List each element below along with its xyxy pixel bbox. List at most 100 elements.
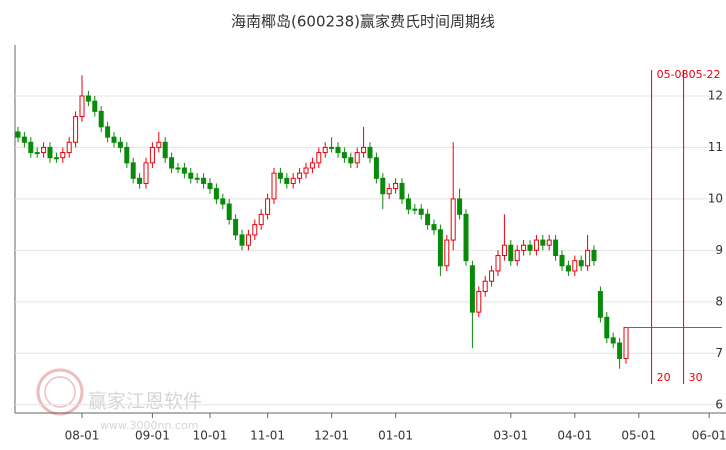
y-tick-label: 7 [715,346,723,360]
candle-body [66,141,72,154]
x-tick-label: 01-01 [378,429,413,443]
candle-body [386,188,392,195]
cycle-date-label: 05-22 [689,68,721,81]
candle-body [188,172,194,179]
y-tick-label: 6 [715,397,723,411]
cycle-count-label: 20 [657,371,671,384]
candle-body [213,188,219,200]
candle-body [514,249,520,262]
candle-body [463,213,469,262]
candle-body [540,239,546,246]
watermark: 赢家江恩软件 www.3000nn.com [36,368,202,432]
candle-body [578,260,584,267]
candle-body [117,141,123,148]
y-tick-label: 11 [708,140,723,154]
candle-body [527,244,533,251]
candle-body [623,327,629,359]
candle-body [405,198,411,210]
candle-body [79,95,85,118]
candle-body [585,249,591,267]
candle-body [316,152,322,164]
candle-body [489,270,495,282]
candle-body [565,265,571,272]
x-tick-label: 06-01 [692,429,726,443]
chart-title: 海南椰岛(600238)赢家费氏时间周期线 [231,13,495,31]
candle-body [245,234,251,246]
x-tick-label: 04-01 [557,429,592,443]
candle-body [265,198,271,215]
candle-body [380,177,386,195]
candle-body [354,152,360,164]
watermark-logo-inner [44,376,76,408]
candle-body [495,255,501,272]
candle-body [226,203,232,220]
candle-body [367,146,373,159]
candle-body [233,218,239,236]
candle-body [60,152,66,159]
candle-body [501,244,507,257]
y-tick-label: 9 [715,243,723,257]
x-tick-label: 10-01 [193,429,228,443]
candle-body [169,157,175,169]
candle-body [553,239,559,257]
candle-body [572,260,578,272]
candle-body [348,157,354,164]
candle-body [220,198,226,205]
candle-body [156,141,162,148]
candle-body [546,239,552,246]
watermark-brand: 赢家江恩软件 [88,391,202,413]
candle-body [15,131,21,138]
candle-body [201,177,207,184]
cycle-date-label: 05-08 [657,68,689,81]
candle-body [425,213,431,226]
x-tick-label: 03-01 [493,429,528,443]
candle-body [437,229,443,267]
watermark-logo [36,368,84,416]
candle-body [207,182,213,190]
candle-body [309,162,315,169]
candle-body [450,198,456,241]
candle-body [418,208,424,215]
candle-body [181,167,187,174]
candle-body [284,177,290,184]
candle-body [610,337,616,344]
candle-body [258,213,264,226]
candle-body [239,234,245,246]
y-tick-label: 10 [708,191,723,205]
candle-body [341,152,347,159]
candle-body [476,291,482,313]
x-tick-label: 11-01 [250,429,285,443]
candle-body [47,146,53,159]
candle-body [469,265,475,313]
candle-body [175,167,181,170]
candle-body [329,146,335,149]
candle-body [124,146,130,164]
candle-body [361,146,367,154]
candle-body [290,177,296,184]
candle-body [105,126,111,138]
candle-body [444,239,450,267]
candle-body [412,208,418,211]
candle-body [297,172,303,179]
candle-body [34,152,40,155]
candle-body [98,110,104,128]
candle-body [21,136,27,143]
candle-body [85,95,91,102]
y-tick-label: 12 [708,88,723,102]
candle-body [303,167,309,174]
candle-body [111,136,117,143]
candle-body [252,224,258,236]
candle-body [533,239,539,251]
candle-body [194,177,200,180]
candle-body [92,100,98,112]
candle-body [137,177,143,184]
candle-body [277,172,283,179]
candle-body [162,141,168,159]
watermark-url: www.3000nn.com [100,419,198,432]
candle-body [149,146,155,164]
candle-body [559,255,565,267]
x-tick-label: 12-01 [314,429,349,443]
cycle-count-label: 30 [689,371,703,384]
candle-body [604,316,610,339]
